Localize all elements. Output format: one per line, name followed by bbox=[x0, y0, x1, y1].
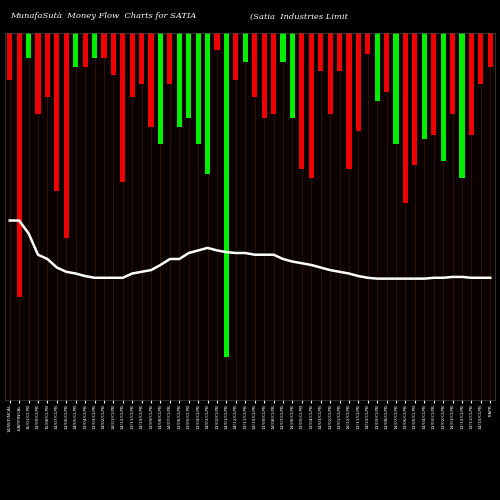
Bar bbox=[460, 32, 464, 178]
Bar bbox=[111, 32, 116, 75]
Bar bbox=[374, 32, 380, 101]
Bar bbox=[176, 32, 182, 126]
Bar bbox=[356, 32, 361, 131]
Bar bbox=[242, 32, 248, 62]
Bar bbox=[365, 32, 370, 54]
Bar bbox=[488, 32, 493, 66]
Bar bbox=[7, 32, 12, 80]
Bar bbox=[422, 32, 427, 140]
Bar bbox=[431, 32, 436, 135]
Bar bbox=[92, 32, 97, 58]
Bar bbox=[54, 32, 60, 190]
Bar bbox=[440, 32, 446, 160]
Bar bbox=[148, 32, 154, 126]
Bar bbox=[26, 32, 31, 58]
Bar bbox=[130, 32, 135, 96]
Bar bbox=[394, 32, 398, 144]
Bar bbox=[16, 32, 21, 298]
Bar bbox=[328, 32, 332, 114]
Bar bbox=[384, 32, 389, 92]
Bar bbox=[205, 32, 210, 174]
Bar bbox=[139, 32, 144, 84]
Bar bbox=[412, 32, 418, 165]
Bar bbox=[168, 32, 172, 84]
Bar bbox=[224, 32, 229, 357]
Bar bbox=[36, 32, 41, 114]
Bar bbox=[252, 32, 258, 96]
Bar bbox=[196, 32, 201, 144]
Bar bbox=[234, 32, 238, 80]
Bar bbox=[158, 32, 163, 144]
Bar bbox=[469, 32, 474, 135]
Bar bbox=[64, 32, 69, 238]
Bar bbox=[82, 32, 87, 66]
Bar bbox=[299, 32, 304, 169]
Text: (Satia  Industries Limit: (Satia Industries Limit bbox=[250, 12, 348, 20]
Bar bbox=[280, 32, 285, 62]
Bar bbox=[290, 32, 295, 118]
Bar bbox=[318, 32, 324, 71]
Bar bbox=[346, 32, 352, 169]
Bar bbox=[102, 32, 106, 58]
Bar bbox=[337, 32, 342, 71]
Bar bbox=[403, 32, 408, 203]
Bar bbox=[45, 32, 50, 96]
Bar bbox=[120, 32, 126, 182]
Bar bbox=[73, 32, 78, 66]
Bar bbox=[308, 32, 314, 178]
Bar bbox=[478, 32, 484, 84]
Text: MunafaSutà  Money Flow  Charts for SATIA: MunafaSutà Money Flow Charts for SATIA bbox=[10, 12, 196, 20]
Bar bbox=[214, 32, 220, 50]
Bar bbox=[186, 32, 192, 118]
Bar bbox=[450, 32, 455, 114]
Bar bbox=[262, 32, 266, 118]
Bar bbox=[271, 32, 276, 114]
